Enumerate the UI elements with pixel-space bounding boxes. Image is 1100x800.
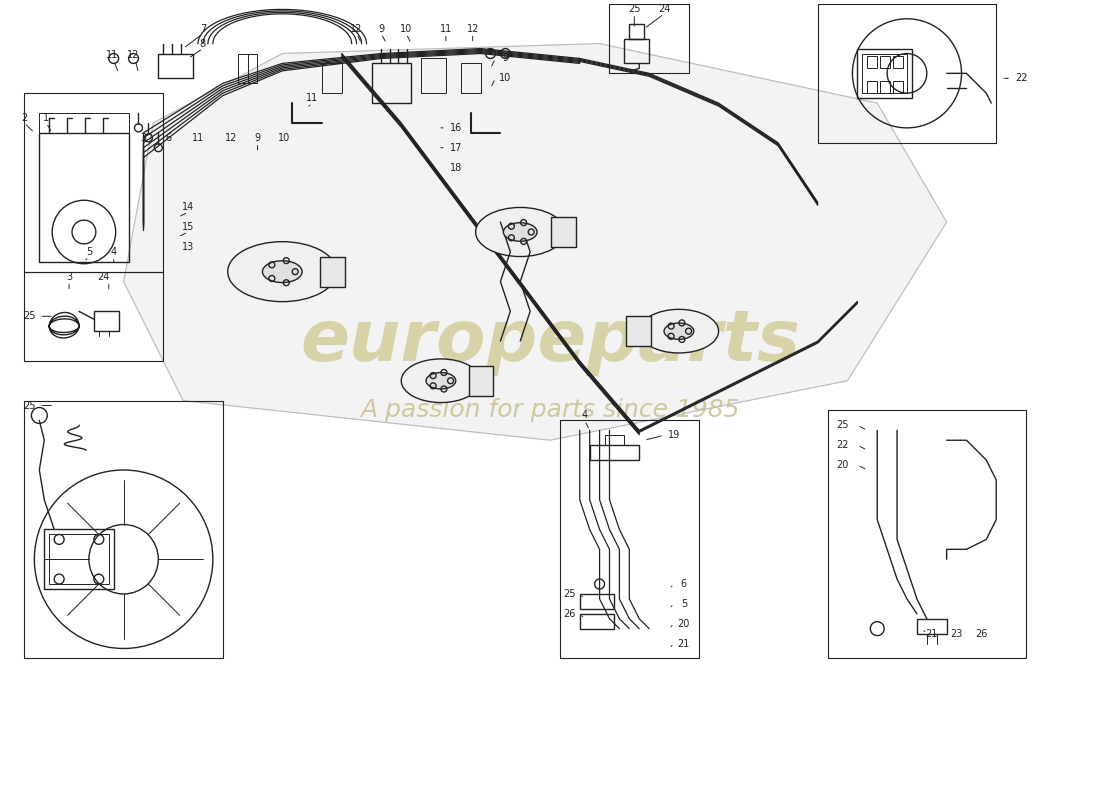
Bar [609, 4, 689, 74]
Bar [469, 366, 494, 396]
Text: 6: 6 [165, 133, 172, 142]
Ellipse shape [426, 373, 455, 389]
Bar [867, 57, 877, 68]
Text: 21: 21 [925, 629, 938, 638]
Ellipse shape [664, 323, 694, 339]
Polygon shape [123, 43, 947, 440]
Ellipse shape [402, 359, 481, 402]
Text: 8: 8 [200, 38, 206, 49]
Text: 4: 4 [111, 247, 117, 257]
Bar [867, 82, 877, 93]
Bar [320, 257, 345, 286]
Text: 14: 14 [182, 202, 195, 212]
Bar [94, 311, 119, 331]
Bar [880, 82, 890, 93]
Bar [605, 435, 625, 445]
Text: 12: 12 [466, 24, 478, 34]
Bar [580, 614, 615, 629]
Text: 26: 26 [976, 629, 988, 638]
Text: 22: 22 [836, 440, 849, 450]
Text: 6: 6 [681, 579, 686, 589]
Ellipse shape [475, 207, 565, 257]
Text: 9: 9 [254, 133, 261, 142]
Bar [461, 63, 481, 93]
Text: 25: 25 [836, 420, 849, 430]
Text: 23: 23 [950, 629, 962, 638]
Bar [590, 445, 639, 460]
Text: 15: 15 [182, 222, 195, 232]
Text: 3: 3 [66, 272, 73, 282]
Text: 11: 11 [106, 50, 118, 61]
Text: 24: 24 [98, 272, 110, 282]
Bar [50, 534, 109, 584]
Bar [44, 530, 113, 589]
Ellipse shape [504, 222, 537, 242]
Bar [322, 63, 342, 93]
Text: 7: 7 [200, 24, 206, 34]
Text: 17: 17 [450, 142, 462, 153]
Bar [560, 421, 698, 658]
Bar [24, 401, 223, 658]
Text: 11: 11 [306, 93, 318, 103]
Text: 10: 10 [499, 74, 512, 83]
Bar [626, 316, 651, 346]
Text: 11: 11 [191, 133, 205, 142]
Text: 21: 21 [678, 638, 690, 649]
Text: 11: 11 [440, 24, 452, 34]
Text: 2: 2 [21, 113, 28, 123]
Ellipse shape [228, 242, 337, 302]
Text: 12: 12 [224, 133, 236, 142]
Bar [551, 217, 576, 247]
Bar [893, 57, 903, 68]
Text: 19: 19 [668, 430, 680, 440]
Bar [372, 63, 411, 103]
Bar [629, 24, 645, 38]
Text: 1: 1 [43, 113, 50, 123]
Bar [827, 410, 1026, 658]
Bar [580, 594, 615, 609]
Text: 5: 5 [681, 599, 688, 609]
Text: 20: 20 [678, 618, 690, 629]
Bar [158, 54, 192, 78]
Ellipse shape [639, 310, 718, 353]
Bar [893, 82, 903, 93]
Bar [40, 133, 129, 262]
Text: 12: 12 [128, 50, 140, 61]
Text: 25: 25 [628, 4, 640, 14]
Text: 20: 20 [836, 460, 849, 470]
Text: 9: 9 [503, 54, 508, 63]
Text: 25: 25 [563, 589, 576, 599]
Bar [40, 113, 129, 133]
Text: 25: 25 [23, 401, 35, 410]
Ellipse shape [263, 261, 302, 282]
Text: 18: 18 [450, 162, 462, 173]
Text: europeparts: europeparts [300, 306, 800, 375]
Bar [238, 54, 257, 83]
Text: 5: 5 [86, 247, 92, 257]
Bar [857, 49, 912, 98]
Text: 26: 26 [563, 609, 576, 618]
Text: 16: 16 [450, 123, 462, 133]
Bar [880, 57, 890, 68]
Bar [24, 93, 163, 272]
Bar [862, 54, 907, 93]
Text: 12: 12 [351, 24, 363, 34]
Text: 24: 24 [658, 4, 670, 14]
Text: 10: 10 [400, 24, 412, 34]
Text: 25: 25 [23, 311, 35, 322]
Text: A passion for parts since 1985: A passion for parts since 1985 [361, 398, 739, 422]
Text: 9: 9 [378, 24, 385, 34]
Text: 22: 22 [1015, 74, 1027, 83]
Bar [625, 38, 649, 63]
Bar [421, 58, 446, 93]
Text: 4: 4 [582, 410, 587, 421]
Bar [817, 4, 997, 142]
Text: 10: 10 [278, 133, 290, 142]
Bar [917, 618, 947, 634]
Text: 13: 13 [182, 242, 195, 252]
Text: 3: 3 [141, 133, 146, 142]
Bar [24, 272, 163, 361]
